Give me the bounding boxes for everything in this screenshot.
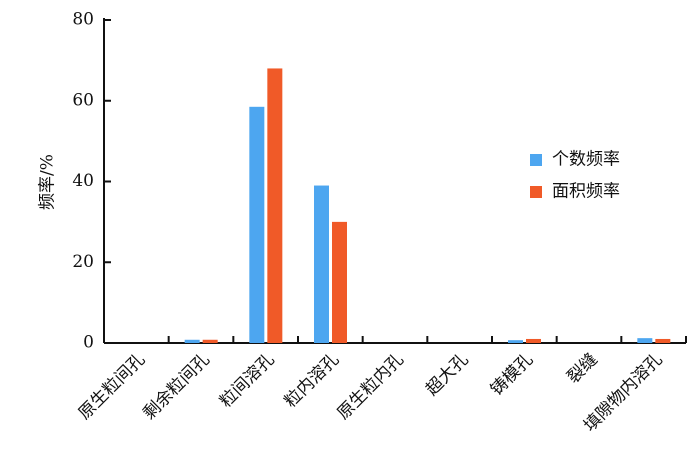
x-tick-label: 原生粒间孔 <box>75 350 149 424</box>
x-tick-label: 粒间溶孔 <box>216 350 278 412</box>
bar <box>637 338 653 343</box>
bar <box>267 68 283 343</box>
x-tick-label: 铸模孔 <box>487 350 537 400</box>
legend-swatch <box>530 154 542 166</box>
legend-swatch <box>530 186 542 198</box>
bar <box>508 340 523 343</box>
bar <box>526 338 541 343</box>
x-tick-label: 裂缝 <box>564 350 602 388</box>
bar <box>332 221 347 343</box>
bar <box>202 339 218 343</box>
y-tick-label: 60 <box>72 90 94 110</box>
x-tick-label: 原生粒内孔 <box>333 350 407 424</box>
bar <box>314 185 329 343</box>
bar <box>184 339 200 343</box>
x-tick-label: 粒内溶孔 <box>281 350 343 412</box>
legend-label: 个数频率 <box>552 150 620 170</box>
y-tick-label: 20 <box>72 252 94 272</box>
y-tick-label: 80 <box>72 10 94 30</box>
y-tick-label: 0 <box>83 333 94 353</box>
legend-label: 面积频率 <box>552 182 620 202</box>
x-tick-label: 剩余粒间孔 <box>139 350 213 424</box>
bar <box>655 338 671 343</box>
x-tick-label: 超大孔 <box>422 350 472 400</box>
y-tick-label: 40 <box>72 171 94 191</box>
y-axis-title: 频率/% <box>38 154 58 210</box>
bar <box>249 106 265 344</box>
